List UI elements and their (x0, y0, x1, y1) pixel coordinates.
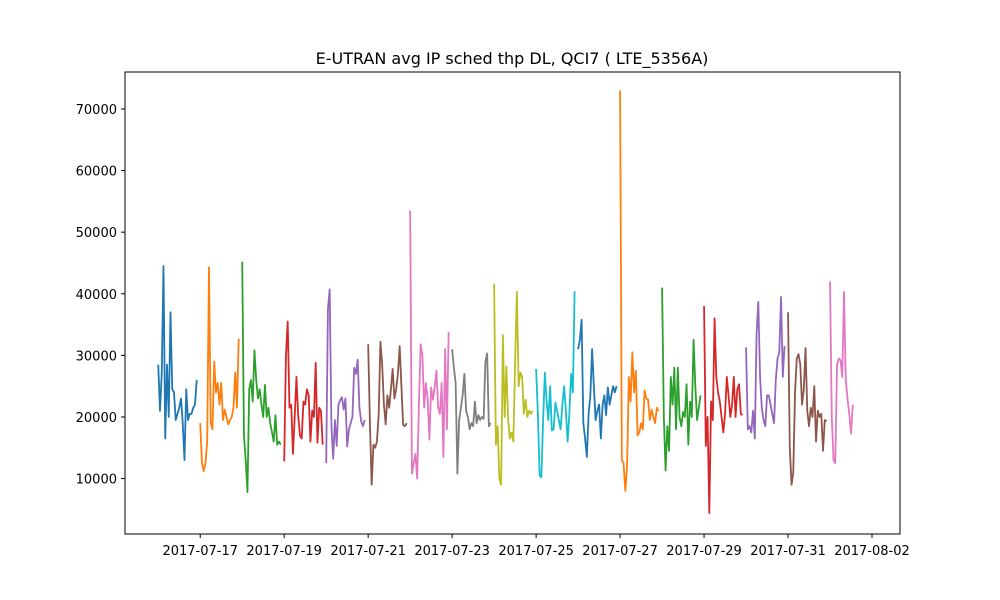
y-tick-label: 20000 (76, 411, 117, 426)
x-tick-label: 2017-07-27 (582, 544, 658, 559)
y-tick-label: 30000 (76, 349, 117, 364)
series-line-1 (157, 265, 198, 461)
plot-frame (124, 71, 901, 535)
series-line-5 (325, 288, 366, 464)
chart-title: E-UTRAN avg IP sched thp DL, QCI7 ( LTE_… (316, 49, 709, 69)
x-tick-label: 2017-08-02 (834, 544, 910, 559)
y-axis: 10000 20000 30000 40000 50000 60000 70000 (76, 103, 125, 488)
y-tick-label: 70000 (76, 103, 117, 118)
x-tick-label: 2017-07-21 (330, 544, 406, 559)
series-line-3 (241, 261, 282, 494)
series-line-7 (409, 210, 450, 480)
series-line-8 (451, 349, 492, 475)
series-line-16 (787, 312, 828, 486)
series-line-15 (745, 295, 786, 440)
plot-area (124, 71, 901, 535)
series-line-4 (283, 320, 324, 462)
y-tick-label: 10000 (76, 473, 117, 488)
series-line-14 (703, 306, 744, 514)
series-line-13 (661, 287, 702, 472)
series-line-2 (199, 266, 240, 473)
x-tick-label: 2017-07-29 (666, 544, 742, 559)
x-tick-label: 2017-07-19 (246, 544, 322, 559)
series-layer (157, 90, 854, 514)
y-tick-label: 40000 (76, 288, 117, 303)
series-line-17 (829, 281, 854, 465)
series-line-11 (577, 318, 618, 458)
x-tick-label: 2017-07-31 (750, 544, 826, 559)
y-tick-label: 60000 (76, 165, 117, 180)
series-line-12 (619, 90, 660, 492)
x-axis: 2017-07-17 2017-07-19 2017-07-21 2017-07-23… (162, 534, 910, 559)
x-tick-label: 2017-07-23 (414, 544, 490, 559)
series-line-6 (367, 340, 408, 486)
x-tick-label: 2017-07-25 (498, 544, 574, 559)
series-line-9 (493, 283, 534, 486)
y-tick-label: 50000 (76, 226, 117, 241)
series-line-10 (535, 291, 576, 479)
x-tick-label: 2017-07-17 (162, 544, 238, 559)
